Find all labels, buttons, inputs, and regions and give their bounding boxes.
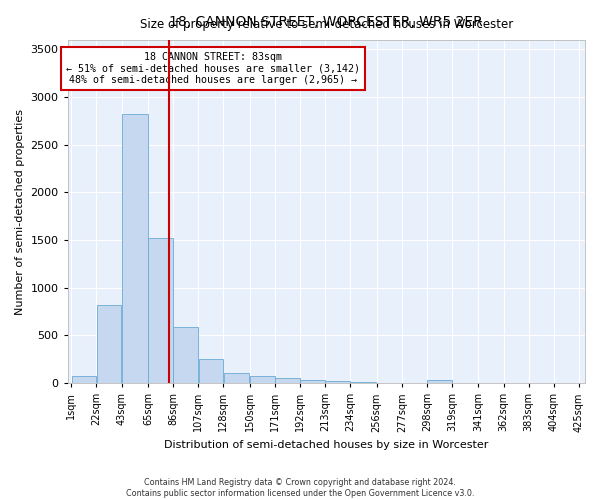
Bar [97,305,121,383]
Bar [148,238,173,383]
Bar [250,376,275,383]
Bar [122,114,148,383]
Bar [71,376,96,383]
Title: 18, CANNON STREET, WORCESTER, WR5 2ER: 18, CANNON STREET, WORCESTER, WR5 2ER [169,15,483,29]
Bar [427,380,452,383]
Text: 18 CANNON STREET: 83sqm
← 51% of semi-detached houses are smaller (3,142)
48% of: 18 CANNON STREET: 83sqm ← 51% of semi-de… [65,52,359,85]
Text: Contains HM Land Registry data © Crown copyright and database right 2024.
Contai: Contains HM Land Registry data © Crown c… [126,478,474,498]
Y-axis label: Number of semi-detached properties: Number of semi-detached properties [15,108,25,314]
Bar [199,360,223,383]
Bar [275,378,300,383]
Bar [350,382,376,383]
Bar [224,372,250,383]
X-axis label: Distribution of semi-detached houses by size in Worcester: Distribution of semi-detached houses by … [164,440,488,450]
Bar [173,327,198,383]
Bar [325,381,350,383]
Bar [301,380,325,383]
Text: Size of property relative to semi-detached houses in Worcester: Size of property relative to semi-detach… [140,18,513,32]
